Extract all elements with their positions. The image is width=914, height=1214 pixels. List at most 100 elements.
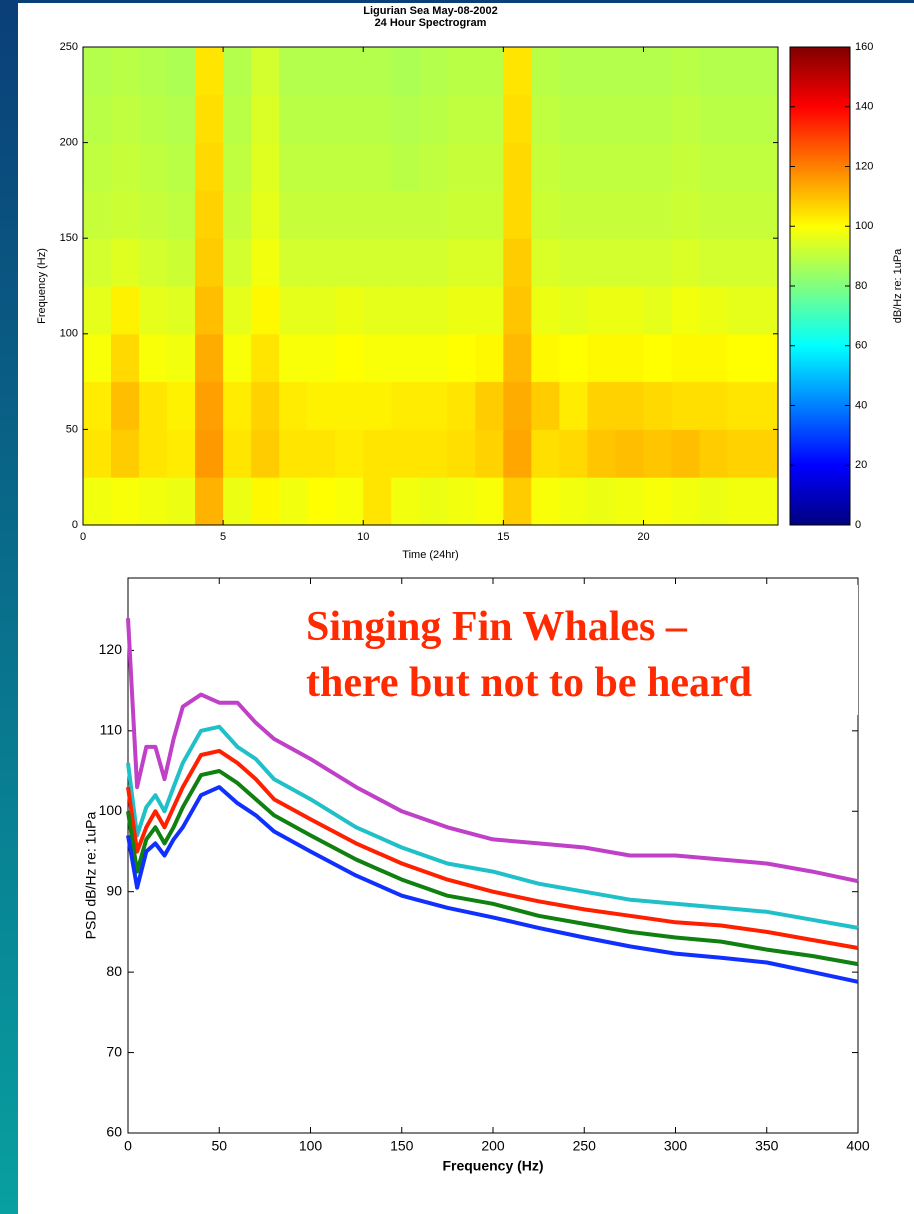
heatmap-cell [363, 142, 392, 191]
heatmap-cell [419, 286, 448, 335]
heatmap-cell [139, 238, 168, 287]
data-line [126, 785, 859, 984]
heatmap-cell [83, 381, 112, 430]
heatmap-cell [111, 286, 140, 335]
heatmap-cell [419, 429, 448, 478]
data-line [126, 748, 859, 950]
heatmap-cell [587, 142, 616, 191]
heatmap-cell [391, 190, 420, 239]
heatmap-cell [503, 477, 532, 526]
heatmap-cell [251, 477, 280, 526]
heatmap-cell [671, 238, 701, 287]
heatmap-cell [307, 94, 336, 144]
heatmap-cell [363, 381, 392, 430]
heatmap-cell [307, 238, 336, 287]
heatmap-cell [559, 286, 588, 335]
heatmap-cell [167, 429, 196, 478]
y-tick-label: 70 [106, 1043, 122, 1059]
heatmap-cell [279, 47, 308, 96]
heatmap-cell [335, 429, 364, 478]
heatmap-cell [727, 333, 779, 383]
heatmap-cell [671, 47, 701, 96]
data-line [126, 618, 859, 884]
heatmap-cell [531, 47, 560, 96]
heatmap-cell [307, 429, 336, 478]
x-axis-label: Time (24hr) [402, 549, 458, 561]
heatmap-cell [447, 190, 476, 239]
heatmap-cell [615, 47, 644, 96]
heatmap-cell [559, 333, 588, 383]
heatmap-cell [83, 477, 112, 526]
heatmap-cell [139, 47, 168, 96]
heatmap-cell [587, 94, 616, 144]
heatmap-cell [531, 477, 560, 526]
heatmap-cell [531, 333, 560, 383]
heatmap-cell [531, 94, 560, 144]
heatmap-cell [643, 238, 673, 287]
heatmap-cell [335, 286, 364, 335]
heatmap-cell [671, 286, 701, 335]
heatmap-cell [195, 477, 224, 526]
heatmap-cell [139, 142, 168, 191]
heatmap-cell [643, 381, 673, 430]
heatmap-cell [83, 47, 112, 96]
heatmap-cell [363, 94, 392, 144]
heatmap-cell [559, 477, 588, 526]
heatmap-cell [587, 429, 616, 478]
heatmap-cell [279, 142, 308, 191]
heatmap-cell [475, 47, 504, 96]
heatmap-cell [587, 190, 616, 239]
heatmap-cell [251, 47, 280, 96]
heatmap-cell [447, 286, 476, 335]
x-tick-label: 400 [846, 1138, 870, 1154]
y-tick-label: 250 [60, 41, 78, 53]
y-tick-label: 0 [72, 519, 78, 531]
heatmap-cell [727, 286, 779, 335]
heatmap-cell [503, 286, 532, 335]
heatmap-cell [615, 286, 644, 335]
heatmap-cell [279, 429, 308, 478]
heatmap-cell [559, 190, 588, 239]
heatmap-cell [699, 477, 729, 526]
heatmap-cell [559, 142, 588, 191]
y-tick-label: 100 [99, 802, 123, 818]
heatmap-cell [195, 142, 224, 191]
heatmap-cell [531, 238, 560, 287]
heatmap-cell [671, 477, 701, 526]
heatmap-cell [643, 47, 673, 96]
heatmap-cell [335, 47, 364, 96]
x-tick-label: 15 [497, 531, 509, 543]
heatmap-cell [699, 142, 729, 191]
heatmap-cell [419, 238, 448, 287]
heatmap-cell [195, 286, 224, 335]
heatmap-cell [531, 381, 560, 430]
heatmap-cell [139, 286, 168, 335]
heatmap-cell [363, 333, 392, 383]
heatmap-cell [419, 94, 448, 144]
colorbar-tick-label: 120 [855, 160, 873, 172]
data-line [126, 724, 859, 930]
heatmap-cell [139, 429, 168, 478]
heatmap-cell [167, 333, 196, 383]
colorbar-tick-label: 40 [855, 399, 867, 411]
heatmap-cell [307, 142, 336, 191]
heatmap-cell [391, 381, 420, 430]
heatmap-cell [391, 333, 420, 383]
heatmap-cell [615, 94, 644, 144]
heatmap-cell [727, 381, 779, 430]
y-tick-label: 60 [106, 1124, 122, 1140]
heatmap-cell [83, 190, 112, 239]
heatmap-cell [699, 238, 729, 287]
heatmap-cell [475, 142, 504, 191]
heatmap-cell [447, 94, 476, 144]
y-tick-label: 50 [66, 423, 78, 435]
y-tick-label: 110 [100, 722, 123, 738]
heatmap-cell [83, 94, 112, 144]
heatmap-cell [531, 142, 560, 191]
heatmap-cell [279, 381, 308, 430]
heatmap-cell [615, 333, 644, 383]
heatmap-cell [167, 477, 196, 526]
heatmap-cell [447, 477, 476, 526]
heatmap-cell [671, 429, 701, 478]
heatmap-cell [447, 47, 476, 96]
